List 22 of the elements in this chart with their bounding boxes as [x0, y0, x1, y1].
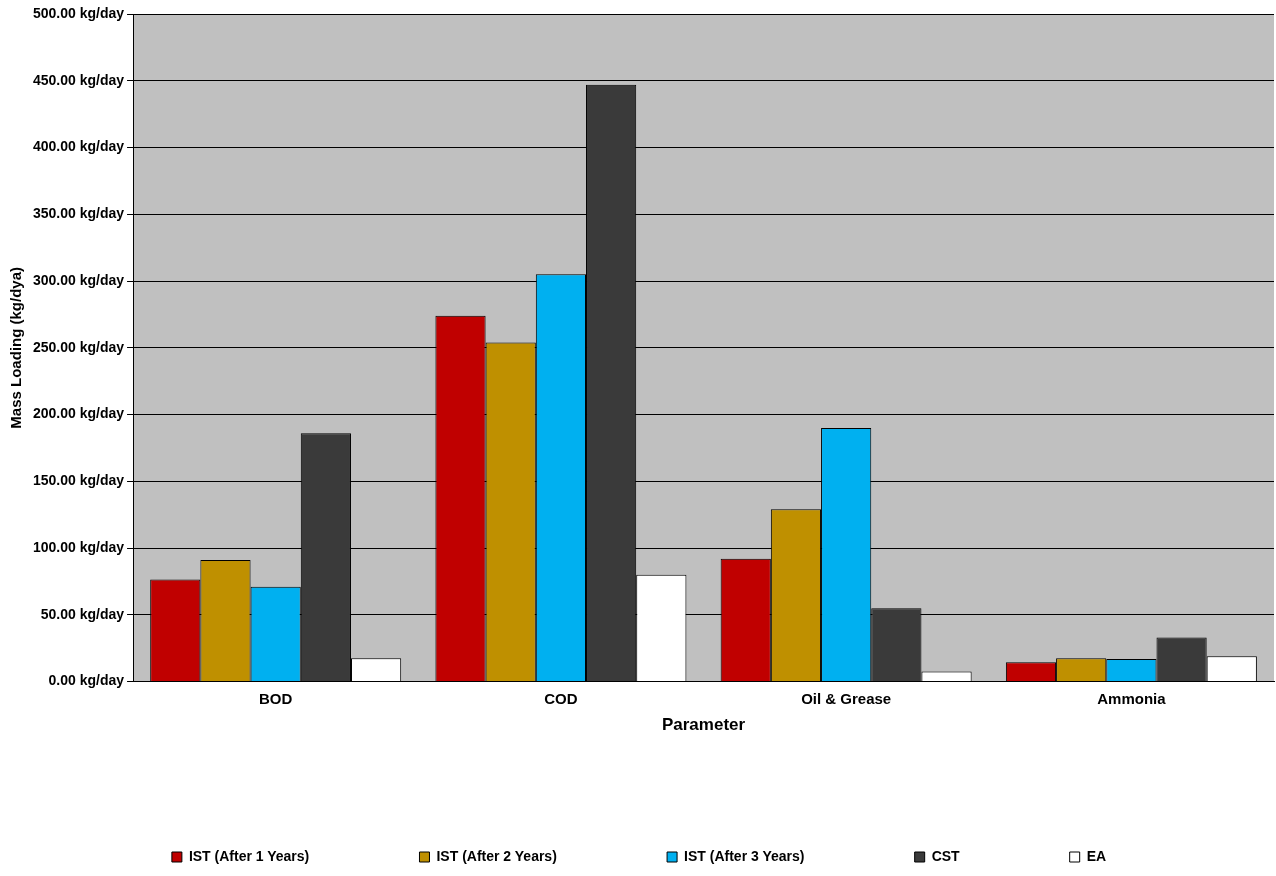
y-tick-label: 100.00 kg/day [33, 538, 125, 555]
y-tick-label: 350.00 kg/day [33, 205, 125, 222]
x-tick-label: Oil & Grease [801, 689, 892, 707]
legend-label: CST [931, 847, 961, 864]
y-tick-label: 450.00 kg/day [33, 71, 125, 88]
y-tick-label: 200.00 kg/day [33, 405, 125, 422]
y-axis-title: Mass Loading (kg/dya) [7, 266, 25, 429]
y-tick-label: 150.00 kg/day [33, 472, 125, 489]
y-tick-label: 400.00 kg/day [33, 138, 125, 155]
legend-label: IST (After 1 Years) [188, 847, 310, 864]
legend-label: IST (After 3 Years) [684, 847, 805, 864]
legend-label: IST (After 2 Years) [436, 847, 557, 864]
x-axis-title: Parameter [661, 715, 746, 735]
x-tick-label: Ammonia [1097, 689, 1167, 707]
y-tick-label: 300.00 kg/day [33, 271, 125, 288]
legend-label: EA [1086, 847, 1107, 864]
y-tick-label: 50.00 kg/day [40, 605, 125, 622]
y-tick-label: 500.00 kg/day [33, 4, 125, 21]
y-tick-label: 250.00 kg/day [33, 338, 125, 355]
x-tick-label: BOD [259, 689, 293, 707]
x-tick-label: COD [544, 689, 578, 707]
y-tick-label: 0.00 kg/day [48, 672, 125, 689]
